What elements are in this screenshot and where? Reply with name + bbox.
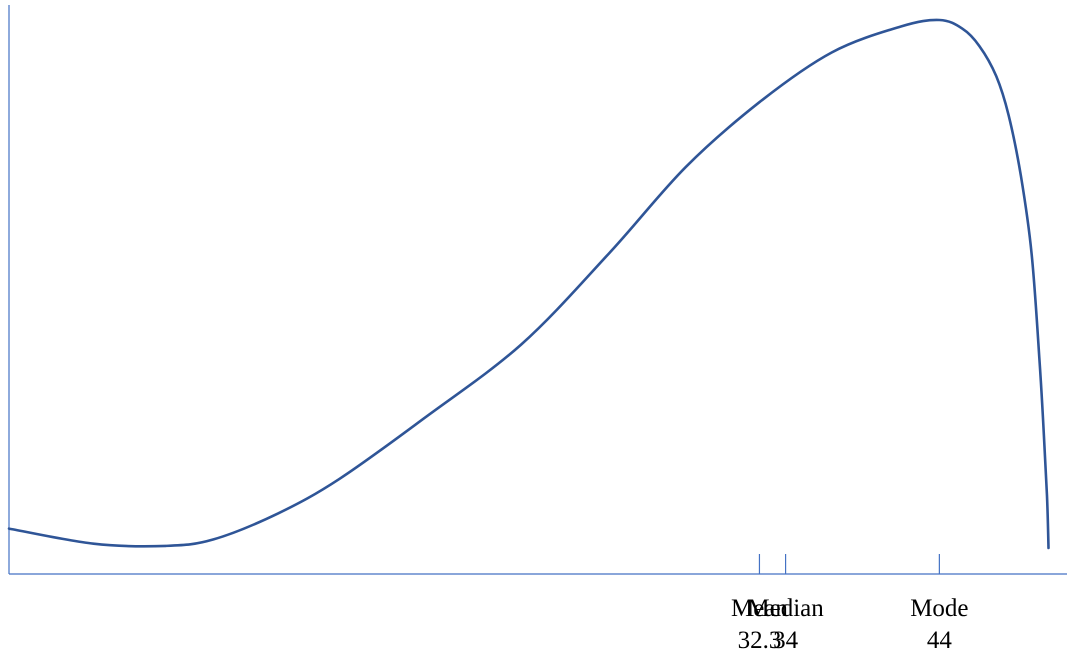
summary-markers: Mean 32.3 Median 34 Mode 44: [731, 554, 969, 654]
mode-value-label: 44: [927, 627, 953, 654]
median-label: Median: [747, 595, 824, 622]
density-curve: [7, 18, 1050, 550]
median-value-label: 34: [773, 627, 799, 654]
mode-label: Mode: [910, 595, 968, 622]
mean-value-label: 32.3: [738, 627, 782, 654]
mean-label: Mean: [731, 595, 788, 622]
